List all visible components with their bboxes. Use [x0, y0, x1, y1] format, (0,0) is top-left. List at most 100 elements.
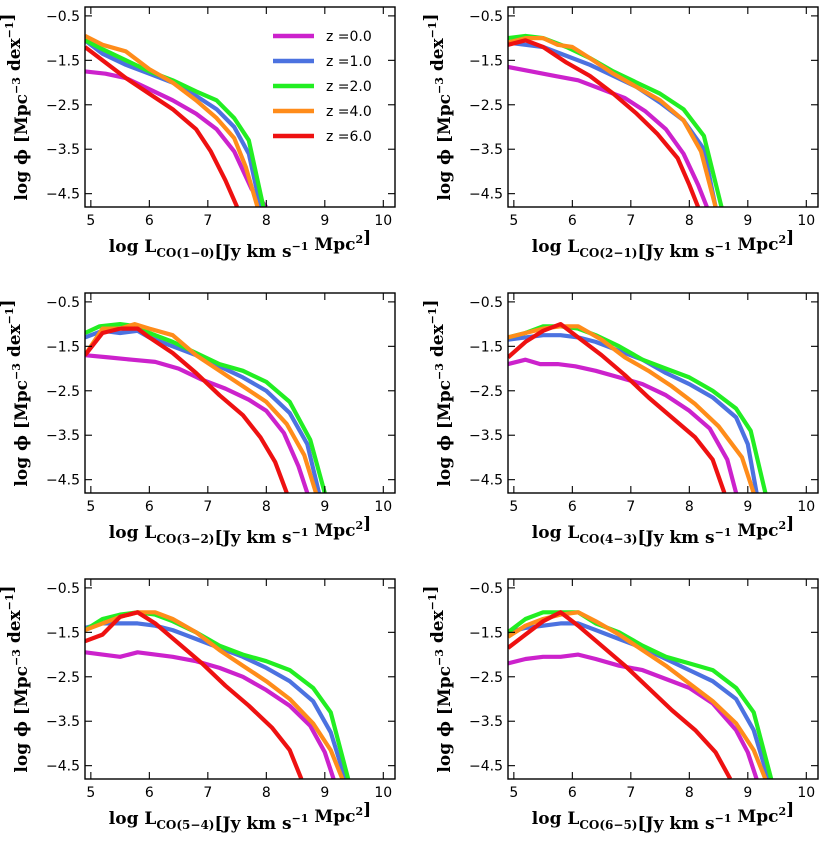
y-tick-label: −4.5: [46, 187, 80, 203]
x-tick-label: 7: [626, 785, 635, 801]
y-axis-label: log ϕ [Mpc−3 dex−1]: [0, 13, 32, 200]
y-tick-label: −4.5: [469, 187, 503, 203]
x-tick-label: 8: [685, 499, 694, 515]
series-line-0-0: [85, 353, 310, 493]
x-tick-label: 5: [509, 499, 518, 515]
x-tick-label: 9: [743, 499, 752, 515]
y-tick-label: −0.5: [46, 295, 80, 311]
x-tick-label: 6: [568, 499, 577, 515]
series-line-0-0: [508, 652, 759, 779]
x-tick-label: 6: [145, 785, 154, 801]
y-tick-label: −3.5: [469, 428, 503, 444]
y-tick-label: −3.5: [46, 714, 80, 730]
x-tick-label: 10: [374, 785, 392, 801]
y-axis-label: log ϕ [Mpc−3 dex−1]: [0, 299, 32, 486]
series-line-6-0: [85, 610, 304, 779]
x-axis-label: log LCO(2−1)[Jy km s−1 Mpc2]: [532, 228, 794, 262]
legend: z =0.0 z =1.0 z =2.0 z =4.0 z =6.0: [273, 29, 372, 145]
legend-label: z =1.0: [326, 54, 372, 70]
x-tick-label: 10: [797, 213, 815, 229]
x-tick-label: 8: [262, 499, 271, 515]
series-line-6-0: [508, 322, 727, 493]
panel-4: 5 6 7 8 9 10 −0.5 −1.5 −2.5 −3.5 −4.5 log LCO(4−3)[…: [421, 292, 819, 548]
y-tick-label: −0.5: [469, 295, 503, 311]
x-tick-label: 5: [86, 785, 95, 801]
panel-5: 5 6 7 8 9 10 −0.5 −1.5 −2.5 −3.5 −4.5 log LCO(5−4)[…: [0, 578, 396, 834]
x-tick-label: 9: [743, 213, 752, 229]
x-tick-label: 10: [374, 213, 392, 229]
x-axis-label: log LCO(5−4)[Jy km s−1 Mpc2]: [109, 800, 371, 834]
panel-2: 5 6 7 8 9 10 −0.5 −1.5 −2.5 −3.5 −4.5 log LCO(2−1)[…: [421, 6, 819, 262]
y-tick-label: −2.5: [469, 670, 503, 686]
x-tick-label: 7: [203, 785, 212, 801]
y-tick-label: −1.5: [46, 53, 80, 69]
series-line-6-0: [85, 45, 240, 207]
plot-frame: [84, 6, 396, 208]
x-tick-label: 7: [626, 213, 635, 229]
y-axis-label: log ϕ [Mpc−3 dex−1]: [0, 585, 32, 772]
series-line-2-0: [85, 322, 327, 493]
x-tick-label: 10: [374, 499, 392, 515]
x-tick-label: 9: [320, 785, 329, 801]
series-line-6-0: [508, 610, 733, 779]
y-axis-label: log ϕ [Mpc−3 dex−1]: [421, 13, 455, 200]
y-tick-label: −2.5: [469, 98, 503, 114]
plot-frame: [507, 578, 819, 780]
y-tick-label: −0.5: [469, 581, 503, 597]
y-tick-label: −2.5: [46, 670, 80, 686]
panel-6: 5 6 7 8 9 10 −0.5 −1.5 −2.5 −3.5 −4.5 log LCO(6−5)[…: [421, 578, 819, 834]
x-tick-label: 6: [145, 499, 154, 515]
x-tick-label: 8: [262, 213, 271, 229]
series-line-0-0: [85, 650, 336, 779]
series-group: [85, 34, 268, 207]
plot-frame: [84, 292, 396, 494]
y-tick-label: −1.5: [469, 53, 503, 69]
x-tick-label: 9: [743, 785, 752, 801]
y-tick-label: −3.5: [469, 714, 503, 730]
legend-label: z =0.0: [326, 29, 372, 45]
y-axis-label: log ϕ [Mpc−3 dex−1]: [421, 299, 455, 486]
x-tick-label: 5: [509, 213, 518, 229]
x-axis-label: log LCO(6−5)[Jy km s−1 Mpc2]: [532, 800, 794, 834]
series-line-0-0: [85, 69, 268, 207]
series-line-6-0: [85, 326, 289, 493]
legend-label: z =2.0: [326, 79, 372, 95]
panel-3: 5 6 7 8 9 10 −0.5 −1.5 −2.5 −3.5 −4.5 log LCO(3−2)[…: [0, 292, 396, 548]
plot-frame: [507, 6, 819, 208]
y-tick-label: −0.5: [46, 9, 80, 25]
y-tick-label: −1.5: [469, 625, 503, 641]
y-tick-label: −2.5: [46, 384, 80, 400]
plot-frame: [84, 578, 396, 780]
x-tick-label: 8: [685, 785, 694, 801]
series-line-2-0: [508, 610, 774, 779]
x-axis-label: log LCO(3−2)[Jy km s−1 Mpc2]: [109, 514, 371, 548]
y-tick-label: −3.5: [469, 142, 503, 158]
y-tick-label: −0.5: [46, 581, 80, 597]
series-line-4-0: [85, 34, 260, 207]
x-tick-label: 5: [509, 785, 518, 801]
y-tick-label: −4.5: [469, 473, 503, 489]
x-tick-label: 5: [86, 499, 95, 515]
x-tick-label: 9: [320, 213, 329, 229]
y-tick-label: −1.5: [469, 339, 503, 355]
y-tick-label: −4.5: [46, 759, 80, 775]
x-tick-label: 6: [568, 785, 577, 801]
plot-frame: [507, 292, 819, 494]
x-axis-label: log LCO(4−3)[Jy km s−1 Mpc2]: [532, 514, 794, 548]
legend-label: z =4.0: [326, 104, 372, 120]
series-line-6-0: [508, 38, 701, 207]
series-line-4-0: [508, 610, 768, 779]
x-tick-label: 7: [203, 213, 212, 229]
series-line-2-0: [85, 38, 266, 207]
x-tick-label: 9: [320, 499, 329, 515]
y-tick-label: −4.5: [469, 759, 503, 775]
x-axis-label: log LCO(1−0)[Jy km s−1 Mpc2]: [109, 228, 371, 262]
y-tick-label: −1.5: [46, 339, 80, 355]
y-tick-label: −2.5: [469, 384, 503, 400]
x-tick-label: 10: [797, 499, 815, 515]
y-tick-label: −1.5: [46, 625, 80, 641]
series-group: [508, 322, 768, 493]
x-tick-label: 6: [568, 213, 577, 229]
x-tick-label: 7: [203, 499, 212, 515]
